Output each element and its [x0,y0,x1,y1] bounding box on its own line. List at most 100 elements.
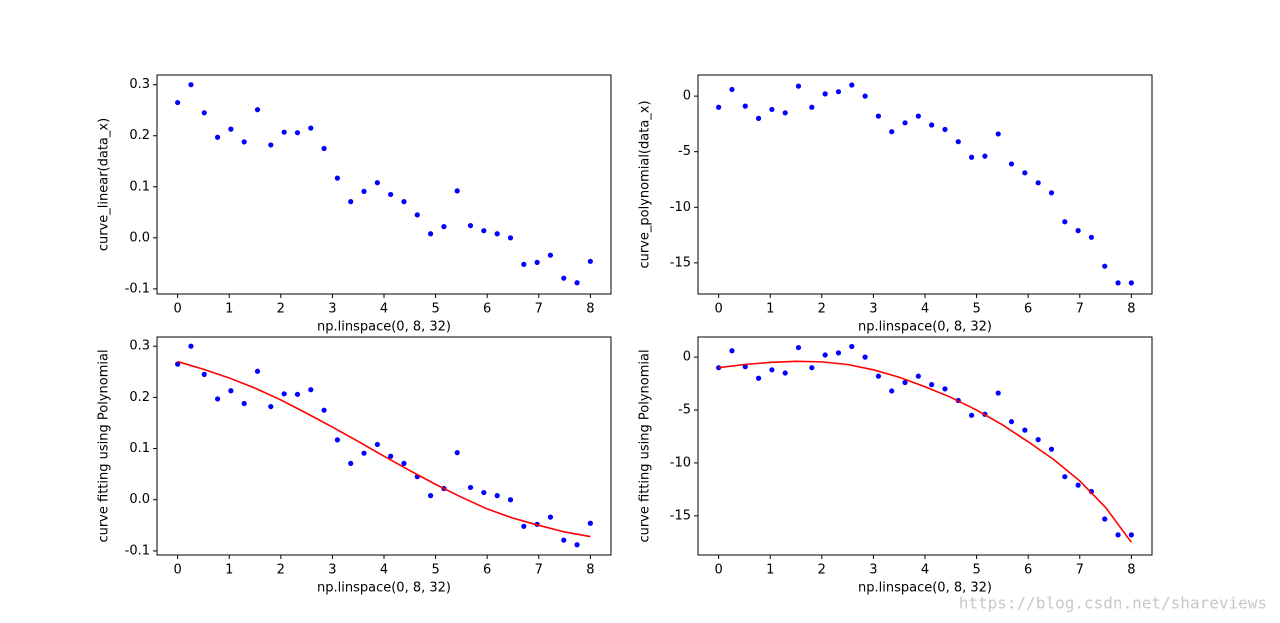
x-tick-label: 3 [328,302,336,317]
data-point [294,391,301,397]
data-point [201,110,207,116]
data-point [1048,446,1055,452]
data-point [1022,170,1028,176]
x-tick-label: 8 [1127,563,1135,578]
y-tick-label: -15 [670,255,691,270]
data-point [1062,219,1068,225]
data-point [729,348,735,354]
data-point [294,130,301,136]
y-tick-label: 0.0 [129,230,150,245]
data-point [889,129,895,135]
data-point [507,235,514,241]
data-point [889,388,895,394]
data-point [915,373,921,379]
data-point [875,113,882,119]
data-point [334,437,341,443]
data-point [574,542,580,548]
data-point [521,523,527,529]
data-point [281,129,287,135]
data-point [1128,280,1134,286]
y-tick-label: 0.3 [129,77,150,92]
x-tick-label: 3 [869,302,877,317]
data-point [388,453,394,459]
y-tick-label: -5 [678,144,691,159]
x-tick-label: 4 [921,563,929,578]
data-point [755,115,762,121]
data-point [1062,474,1068,480]
data-point [587,520,593,526]
y-axis-label: curve_polynomial(data_x) [638,100,653,268]
data-point [374,180,380,186]
data-point [742,103,748,109]
x-tick-label: 1 [766,563,774,578]
x-tick-label: 4 [921,302,929,317]
x-tick-label: 8 [586,563,594,578]
data-point [822,352,828,358]
x-tick-label: 6 [483,563,491,578]
data-point [716,104,722,110]
data-point [494,493,500,499]
x-tick-label: 5 [431,302,439,317]
data-point [214,396,221,402]
y-tick-label: -10 [670,455,691,470]
data-point [1008,161,1015,167]
data-point [942,126,948,133]
data-point [968,154,975,160]
y-tick-label: -0.1 [125,543,150,558]
fit-line [177,360,591,538]
data-point [1075,228,1081,234]
data-point [1008,419,1015,425]
data-point [995,390,1001,396]
data-point [769,106,775,113]
data-point [1088,234,1095,240]
x-tick-label: 6 [1024,302,1032,317]
data-point [1035,180,1041,186]
x-axis-label: np.linspace(0, 8, 32) [317,320,451,335]
y-axis-label: curve_linear(data_x) [97,118,112,251]
data-point [175,361,181,367]
data-point [1102,263,1108,269]
data-point [374,441,380,448]
y-tick-label: 0.2 [129,390,150,405]
x-tick-label: 5 [972,563,980,578]
data-point [849,343,855,350]
data-point [875,373,882,379]
data-point [835,350,842,356]
data-point [481,228,487,234]
data-point [348,460,354,466]
data-point [1128,532,1134,538]
data-point [388,191,394,198]
data-point [268,403,274,410]
data-point [401,199,407,205]
x-tick-label: 3 [869,563,877,578]
data-point [467,222,474,229]
data-point [361,450,367,456]
data-point [175,99,181,106]
data-point [1102,516,1108,522]
x-axis-label: np.linspace(0, 8, 32) [858,320,992,335]
y-tick-label: 0.2 [129,128,150,143]
data-point [1048,190,1055,196]
data-point [361,188,367,194]
x-tick-label: 4 [380,302,388,317]
data-point [228,126,234,132]
data-point [454,450,460,456]
x-tick-label: 2 [277,563,285,578]
data-point [809,365,815,371]
subplot: 0 1 2 3 4 5 6 7 8 -15 -10 -5 0 np.linspace(0, 8, 32) c… [638,336,1153,596]
data-point [441,224,447,230]
x-tick-label: 0 [173,563,181,578]
data-point [201,371,207,377]
data-point [862,93,868,99]
y-tick-label: 0.0 [129,492,150,507]
watermark: https://blog.csdn.net/shareviews [959,594,1267,613]
data-point [308,387,314,393]
x-tick-label: 6 [1024,563,1032,578]
data-point [955,139,961,145]
data-point [902,120,908,126]
data-point [561,537,567,543]
data-point [782,110,788,116]
data-point [769,367,775,373]
y-tick-label: -5 [678,403,691,418]
data-point [254,107,261,113]
